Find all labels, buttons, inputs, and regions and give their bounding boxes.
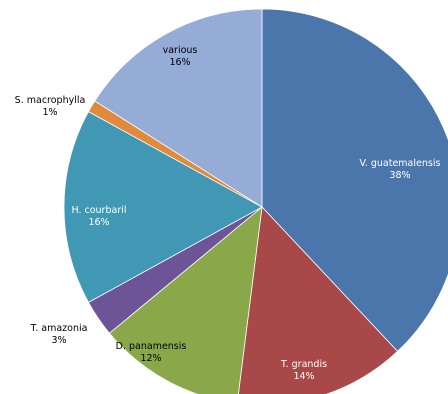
pie-slice-t-grandis bbox=[237, 206, 399, 394]
slice-percent-various: 16% bbox=[169, 57, 190, 68]
slice-label-v-guatemalensis: V. guatemalensis bbox=[360, 158, 441, 169]
pie-slice-various bbox=[94, 8, 263, 208]
slice-label-t-amazonia: T. amazonia bbox=[30, 323, 88, 334]
slice-percent-h-courbaril: 16% bbox=[88, 217, 109, 228]
pie-slice-v-guatemalensis bbox=[261, 8, 448, 352]
slice-percent-t-amazonia: 3% bbox=[51, 335, 66, 346]
slice-percent-v-guatemalensis: 38% bbox=[389, 170, 410, 181]
slice-percent-t-grandis: 14% bbox=[293, 371, 314, 382]
slice-label-t-grandis: T. grandis bbox=[280, 359, 327, 370]
slice-label-d-panamensis: D. panamensis bbox=[116, 341, 187, 352]
slice-percent-s-macrophylla: 1% bbox=[42, 107, 57, 118]
slice-percent-d-panamensis: 12% bbox=[140, 353, 161, 364]
pie-slice-d-panamensis bbox=[108, 206, 263, 394]
slice-label-h-courbaril: H. courbaril bbox=[71, 205, 126, 216]
pie-slices bbox=[63, 8, 448, 394]
pie-slice-h-courbaril bbox=[63, 111, 263, 303]
slice-label-s-macrophylla: S. macrophylla bbox=[15, 95, 86, 106]
slice-label-various: various bbox=[163, 45, 198, 56]
